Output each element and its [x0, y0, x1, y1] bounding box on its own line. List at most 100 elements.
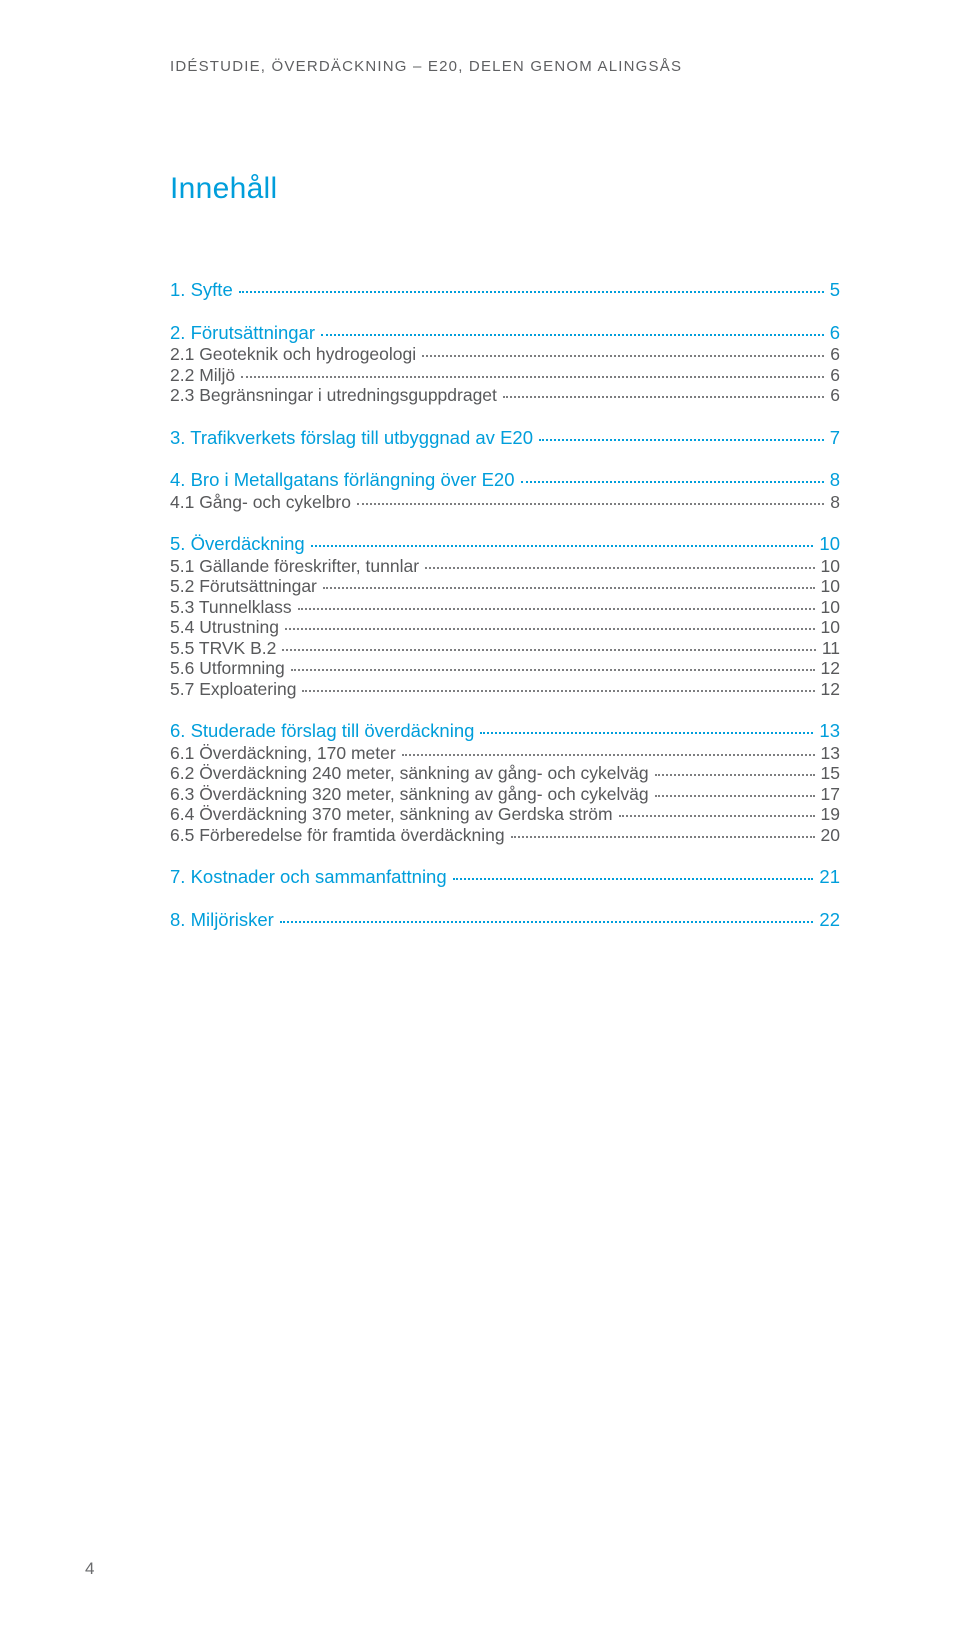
toc-sub-row: 5.2 Förutsättningar 10	[170, 578, 840, 596]
toc-leader	[503, 396, 824, 398]
page-title: Innehåll	[170, 172, 840, 206]
toc-page-number: 10	[817, 619, 840, 637]
toc-label: 4. Bro i Metallgatans förlängning över E…	[170, 471, 519, 490]
toc-leader	[282, 649, 815, 651]
toc-page-number: 7	[826, 429, 840, 448]
toc-label: 6.2 Överdäckning 240 meter, sänkning av …	[170, 765, 653, 783]
toc-sub-row: 2.2 Miljö 6	[170, 367, 840, 385]
toc-heading-row: 3. Trafikverkets förslag till utbyggnad …	[170, 429, 840, 448]
toc-leader	[425, 567, 815, 569]
toc-page-number: 12	[817, 681, 840, 699]
toc-sub-row: 6.4 Överdäckning 370 meter, sänkning av …	[170, 806, 840, 824]
toc-label: 1. Syfte	[170, 281, 237, 300]
toc-page-number: 6	[826, 324, 840, 343]
toc-label: 2.2 Miljö	[170, 367, 239, 385]
toc-label: 5.3 Tunnelklass	[170, 599, 296, 617]
toc-leader	[357, 503, 824, 505]
toc-page-number: 12	[817, 660, 840, 678]
toc-leader	[285, 628, 815, 630]
toc-label: 5.5 TRVK B.2	[170, 640, 280, 658]
toc-page-number: 10	[817, 558, 840, 576]
toc-leader	[302, 690, 814, 692]
toc-sub-row: 5.1 Gällande föreskrifter, tunnlar 10	[170, 558, 840, 576]
toc-leader	[619, 815, 815, 817]
table-of-contents: 1. Syfte52. Förutsättningar62.1 Geotekni…	[170, 281, 840, 929]
running-header: IDÉSTUDIE, ÖVERDÄCKNING – E20, DELEN GEN…	[170, 58, 682, 75]
toc-heading-row: 6. Studerade förslag till överdäckning 13	[170, 722, 840, 741]
toc-sub-row: 5.6 Utformning 12	[170, 660, 840, 678]
toc-leader	[655, 795, 815, 797]
toc-sub-row: 6.5 Förberedelse för framtida överdäckni…	[170, 827, 840, 845]
toc-label: 8. Miljörisker	[170, 911, 278, 930]
toc-leader	[280, 921, 814, 923]
toc-page-number: 19	[817, 806, 840, 824]
toc-label: 7. Kostnader och sammanfattning	[170, 868, 451, 887]
toc-label: 4.1 Gång- och cykelbro	[170, 494, 355, 512]
toc-page-number: 8	[826, 494, 840, 512]
toc-heading-row: 2. Förutsättningar 6	[170, 324, 840, 343]
toc-sub-row: 5.3 Tunnelklass 10	[170, 599, 840, 617]
toc-leader	[402, 754, 815, 756]
toc-leader	[291, 669, 815, 671]
toc-label: 6.3 Överdäckning 320 meter, sänkning av …	[170, 786, 653, 804]
toc-label: 5.1 Gällande föreskrifter, tunnlar	[170, 558, 423, 576]
toc-sub-row: 2.3 Begränsningar i utredningsguppdraget…	[170, 387, 840, 405]
toc-page-number: 11	[818, 640, 840, 658]
toc-page-number: 20	[817, 827, 840, 845]
toc-label: 6.1 Överdäckning, 170 meter	[170, 745, 400, 763]
toc-leader	[655, 774, 815, 776]
toc-page-number: 10	[817, 599, 840, 617]
toc-page-number: 10	[817, 578, 840, 596]
toc-label: 5.4 Utrustning	[170, 619, 283, 637]
toc-leader	[422, 355, 824, 357]
toc-page-number: 5	[826, 281, 840, 300]
toc-label: 6.4 Överdäckning 370 meter, sänkning av …	[170, 806, 617, 824]
toc-label: 3. Trafikverkets förslag till utbyggnad …	[170, 429, 537, 448]
toc-leader	[453, 878, 814, 880]
toc-page-number: 22	[815, 911, 840, 930]
toc-page-number: 8	[826, 471, 840, 490]
toc-leader	[521, 481, 824, 483]
toc-page-number: 6	[826, 367, 840, 385]
toc-label: 2.1 Geoteknik och hydrogeologi	[170, 346, 420, 364]
toc-sub-row: 4.1 Gång- och cykelbro 8	[170, 494, 840, 512]
toc-leader	[311, 545, 814, 547]
toc-label: 2.3 Begränsningar i utredningsguppdraget	[170, 387, 501, 405]
toc-sub-row: 6.2 Överdäckning 240 meter, sänkning av …	[170, 765, 840, 783]
toc-page-number: 6	[826, 346, 840, 364]
toc-sub-row: 6.1 Överdäckning, 170 meter 13	[170, 745, 840, 763]
toc-label: 5.2 Förutsättningar	[170, 578, 321, 596]
toc-sub-row: 2.1 Geoteknik och hydrogeologi 6	[170, 346, 840, 364]
toc-sub-row: 6.3 Överdäckning 320 meter, sänkning av …	[170, 786, 840, 804]
toc-leader	[323, 587, 815, 589]
toc-page-number: 17	[817, 786, 840, 804]
document-page: IDÉSTUDIE, ÖVERDÄCKNING – E20, DELEN GEN…	[0, 0, 960, 1649]
toc-leader	[321, 334, 824, 336]
toc-heading-row: 4. Bro i Metallgatans förlängning över E…	[170, 471, 840, 490]
toc-leader	[298, 608, 815, 610]
toc-label: 6.5 Förberedelse för framtida överdäckni…	[170, 827, 509, 845]
toc-sub-row: 5.7 Exploatering12	[170, 681, 840, 699]
toc-sub-row: 5.4 Utrustning 10	[170, 619, 840, 637]
toc-page-number: 10	[815, 535, 840, 554]
toc-label: 5. Överdäckning	[170, 535, 309, 554]
toc-label: 5.6 Utformning	[170, 660, 289, 678]
toc-page-number: 15	[817, 765, 840, 783]
toc-leader	[239, 291, 824, 293]
toc-heading-row: 1. Syfte 5	[170, 281, 840, 300]
toc-label: 6. Studerade förslag till överdäckning	[170, 722, 478, 741]
footer-page-number: 4	[85, 1559, 94, 1579]
toc-label: 2. Förutsättningar	[170, 324, 319, 343]
toc-page-number: 13	[817, 745, 840, 763]
toc-heading-row: 8. Miljörisker 22	[170, 911, 840, 930]
toc-heading-row: 5. Överdäckning 10	[170, 535, 840, 554]
toc-page-number: 21	[815, 868, 840, 887]
toc-leader	[241, 376, 824, 378]
toc-page-number: 6	[826, 387, 840, 405]
toc-page-number: 13	[815, 722, 840, 741]
toc-leader	[511, 836, 815, 838]
toc-heading-row: 7. Kostnader och sammanfattning 21	[170, 868, 840, 887]
toc-sub-row: 5.5 TRVK B.2 11	[170, 640, 840, 658]
toc-leader	[539, 439, 824, 441]
toc-leader	[480, 732, 813, 734]
